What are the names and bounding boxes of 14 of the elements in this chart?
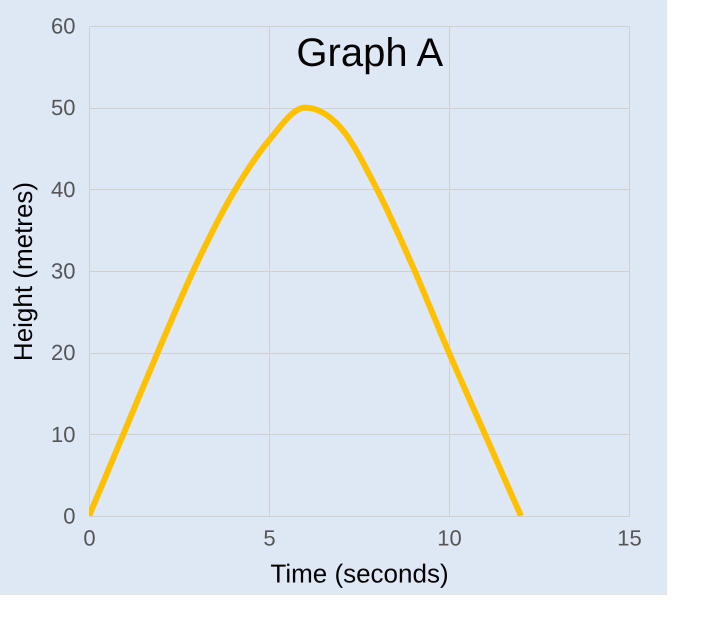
y-tick-label: 40 <box>51 176 76 202</box>
x-tick-label: 15 <box>617 526 642 550</box>
y-tick-label: 10 <box>51 422 76 447</box>
chart-title: Graph A <box>296 31 444 75</box>
x-axis-title: Time (seconds) <box>270 558 449 588</box>
y-tick-label: 60 <box>51 14 76 38</box>
x-tick-label: 0 <box>83 526 96 550</box>
y-axis-title: Height (metres) <box>8 182 38 362</box>
x-tick-label: 5 <box>263 526 276 550</box>
y-tick-label: 50 <box>51 95 76 120</box>
y-tick-label: 20 <box>51 340 76 366</box>
y-tick-label: 0 <box>63 504 76 528</box>
y-tick-label: 30 <box>51 258 76 284</box>
x-tick-label: 10 <box>437 526 462 550</box>
